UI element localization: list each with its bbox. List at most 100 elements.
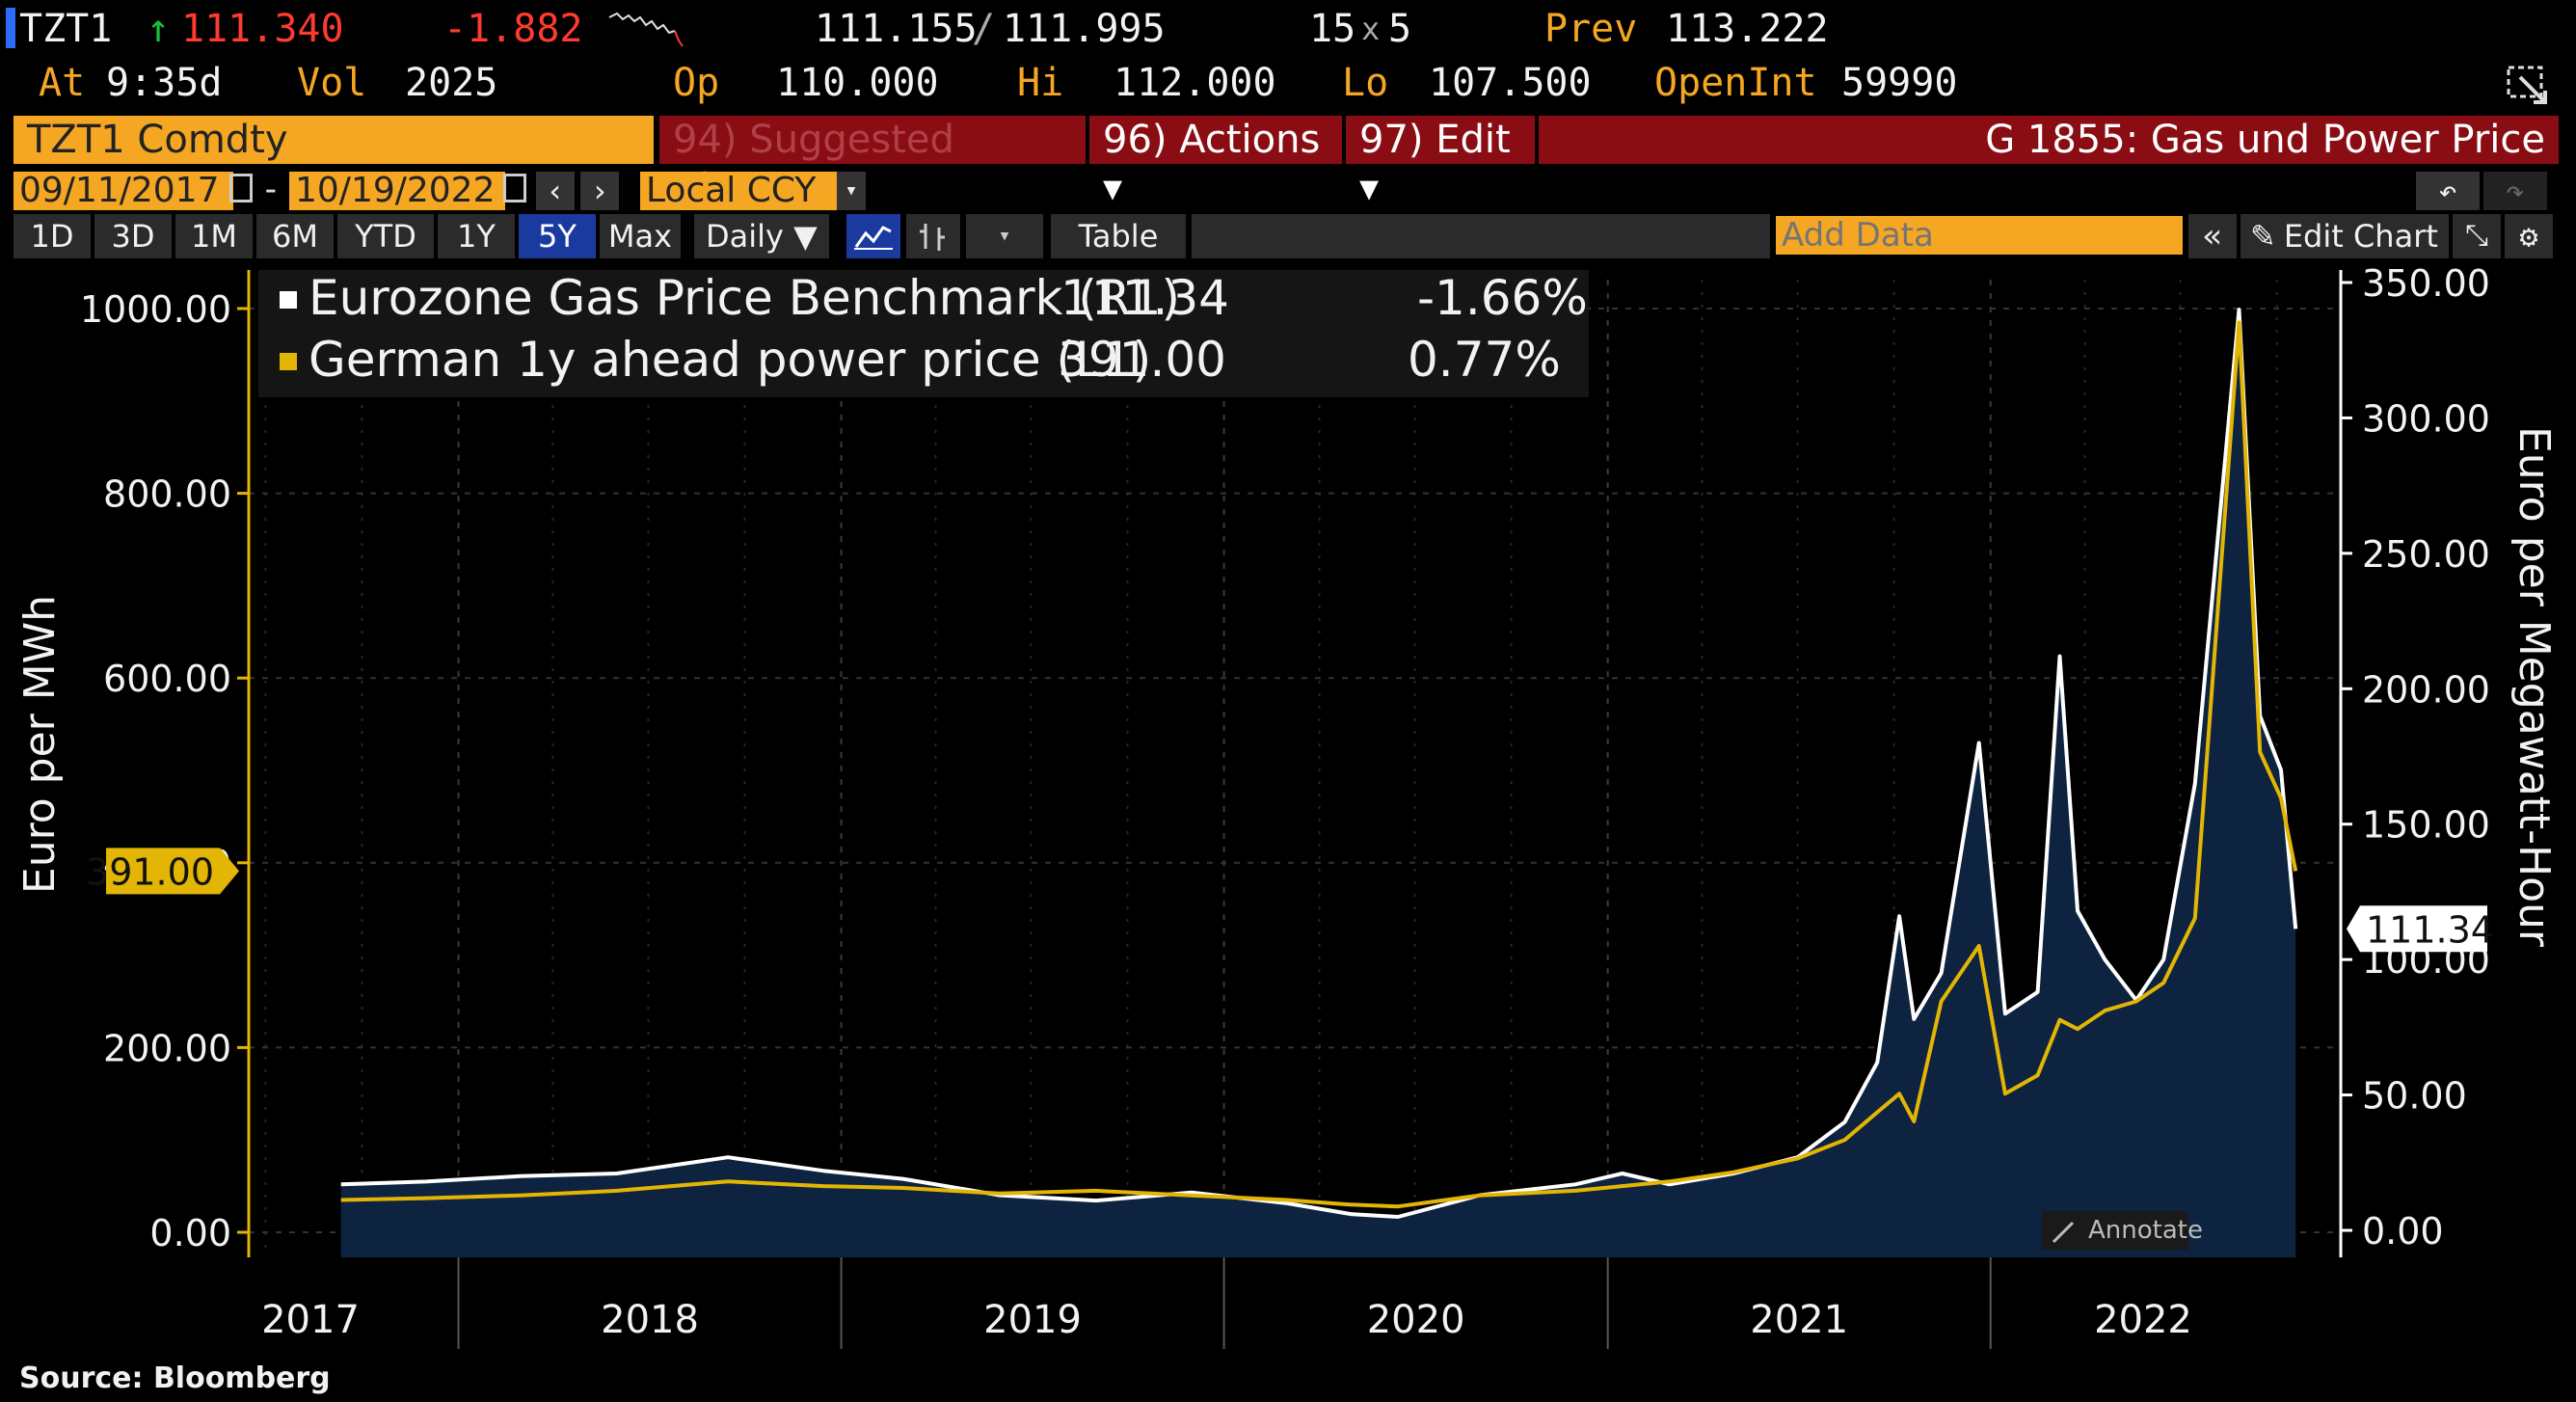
collapse-icon[interactable]: «: [2188, 214, 2237, 258]
left-axis-tick-label: 200.00: [103, 1027, 231, 1069]
time-value: 9:35d: [106, 61, 223, 105]
table-button[interactable]: Table: [1051, 214, 1186, 258]
right-axis-tick-label: 350.00: [2362, 262, 2490, 305]
tab-6m[interactable]: 6M: [256, 214, 334, 258]
source-label: Source: Bloomberg: [19, 1362, 331, 1395]
prev-value: 113.222: [1666, 7, 1829, 51]
at-label: At: [39, 61, 86, 105]
legend-box: [258, 270, 1589, 397]
x-axis-tick-label: 2021: [1750, 1298, 1848, 1342]
left-last-value-label: 391.00: [86, 850, 214, 893]
left-axis-tick-label: 800.00: [103, 473, 231, 516]
add-data-input[interactable]: [1776, 216, 2183, 255]
previous-arrow-icon[interactable]: ‹: [536, 172, 575, 210]
x-axis-tick-label: 2020: [1367, 1298, 1465, 1342]
period-tabs: 1D 3D 1M 6M YTD 1Y 5Y Max: [13, 214, 2559, 258]
command-bar: TZT1 Comdty 94) Suggested Charts 96) Act…: [13, 116, 2559, 210]
legend-change: 0.77%: [1408, 332, 1561, 388]
bar-chart-icon[interactable]: [906, 214, 960, 258]
x-axis-tick-label: 2017: [261, 1298, 360, 1342]
pencil-icon: ✎: [2250, 218, 2276, 255]
undo-icon[interactable]: ↶: [2416, 172, 2480, 210]
legend-last-value: 111.34: [1060, 270, 1229, 326]
calendar-icon[interactable]: [229, 174, 253, 202]
edit-chart-label: Edit Chart: [2283, 218, 2438, 255]
right-last-value-label: 111.34: [2366, 908, 2494, 951]
chart-title: G 1855: Gas und Power Price: [1539, 116, 2559, 164]
right-axis-title: Euro per Megawatt-Hour: [2509, 426, 2559, 948]
legend-last-value: 391.00: [1058, 332, 1226, 388]
gear-icon[interactable]: ⚙: [2505, 214, 2553, 258]
right-axis-tick-label: 0.00: [2362, 1210, 2444, 1253]
tab-5y[interactable]: 5Y: [519, 214, 596, 258]
currency-dropdown-icon[interactable]: ▾: [837, 172, 866, 210]
tab-3d[interactable]: 3D: [94, 214, 172, 258]
left-last-value-tag: [106, 848, 239, 895]
power-series-line: [340, 320, 2298, 1209]
vol-value: 2025: [405, 61, 498, 105]
tab-ytd[interactable]: YTD: [337, 214, 434, 258]
legend-swatch: [280, 291, 297, 309]
toolbar-spacer: [1192, 214, 1770, 258]
legend-swatch: [280, 353, 297, 370]
calendar-icon[interactable]: [503, 174, 526, 202]
pencil-icon: [2052, 1221, 2075, 1244]
edit-button[interactable]: 97) Edit ▾: [1346, 116, 1535, 210]
left-axis-title: Euro per MWh: [15, 595, 65, 894]
ask-size: 5: [1388, 7, 1412, 51]
right-axis-tick-label: 50.00: [2362, 1075, 2467, 1118]
sparkline-icon: [608, 12, 684, 47]
tab-1d[interactable]: 1D: [13, 214, 91, 258]
next-arrow-icon[interactable]: ›: [580, 172, 619, 210]
security-field[interactable]: TZT1 Comdty: [13, 116, 654, 164]
edit-chart-button[interactable]: ✎ Edit Chart: [2241, 214, 2449, 258]
x-axis-tick-label: 2019: [983, 1298, 1082, 1342]
right-last-value-tag: [2347, 905, 2487, 953]
expand-window-icon[interactable]: [2505, 64, 2553, 106]
legend-change: -1.66%: [1417, 270, 1588, 326]
left-axis-tick-label: 600.00: [103, 658, 231, 700]
open-interest-label: OpenInt: [1654, 61, 1817, 105]
high-label: Hi: [1017, 61, 1064, 105]
period-dropdown[interactable]: Daily ▼: [694, 214, 829, 258]
ticker-marker: [6, 8, 15, 48]
ticker[interactable]: TZT1: [19, 7, 113, 51]
actions-button[interactable]: 96) Actions ▾: [1089, 116, 1342, 210]
low-value: 107.500: [1429, 61, 1592, 105]
right-axis-tick-label: 300.00: [2362, 397, 2490, 440]
end-date-field[interactable]: 10/19/2022: [289, 172, 505, 210]
right-axis-tick-label: 150.00: [2362, 804, 2490, 847]
prev-label: Prev: [1544, 7, 1638, 51]
chart[interactable]: 0.00200.00400.00600.00800.001000.000.005…: [0, 258, 2576, 1402]
open-label: Op: [673, 61, 720, 105]
chart-settings-icon[interactable]: ⤡: [2453, 214, 2501, 258]
legend-series-name: German 1y ahead power price (L1): [309, 332, 1151, 388]
bid-size: 15: [1309, 7, 1356, 51]
bid-ask-separator: /: [972, 7, 996, 51]
last-price: 111.340: [181, 7, 344, 51]
tab-max[interactable]: Max: [600, 214, 681, 258]
x-axis-tick-label: 2022: [2094, 1298, 2192, 1342]
chart-type-dropdown-icon[interactable]: ▾: [966, 214, 1043, 258]
vol-label: Vol: [297, 61, 367, 105]
right-axis-tick-label: 250.00: [2362, 533, 2490, 576]
left-axis-tick-label: 0.00: [149, 1212, 231, 1254]
gas-area: [340, 310, 2296, 1258]
start-date-field[interactable]: 09/11/2017: [13, 172, 233, 210]
right-axis-tick-label: 200.00: [2362, 668, 2490, 711]
low-label: Lo: [1342, 61, 1389, 105]
currency-field[interactable]: Local CCY: [640, 172, 839, 210]
suggested-charts-button[interactable]: 94) Suggested Charts: [659, 116, 1086, 210]
bid-price: 111.155: [815, 7, 978, 51]
up-arrow-icon: ↑: [147, 7, 171, 51]
net-change: -1.882: [443, 7, 583, 51]
legend-series-name: Eurozone Gas Price Benchmark (R1): [309, 270, 1180, 326]
redo-icon[interactable]: ↷: [2483, 172, 2547, 210]
tab-1y[interactable]: 1Y: [438, 214, 515, 258]
ask-price: 111.995: [1003, 7, 1166, 51]
tab-1m[interactable]: 1M: [175, 214, 253, 258]
line-chart-icon[interactable]: [846, 214, 900, 258]
open-value: 110.000: [776, 61, 939, 105]
date-range-dash: -: [260, 170, 282, 209]
annotate-label: Annotate: [2088, 1216, 2203, 1245]
